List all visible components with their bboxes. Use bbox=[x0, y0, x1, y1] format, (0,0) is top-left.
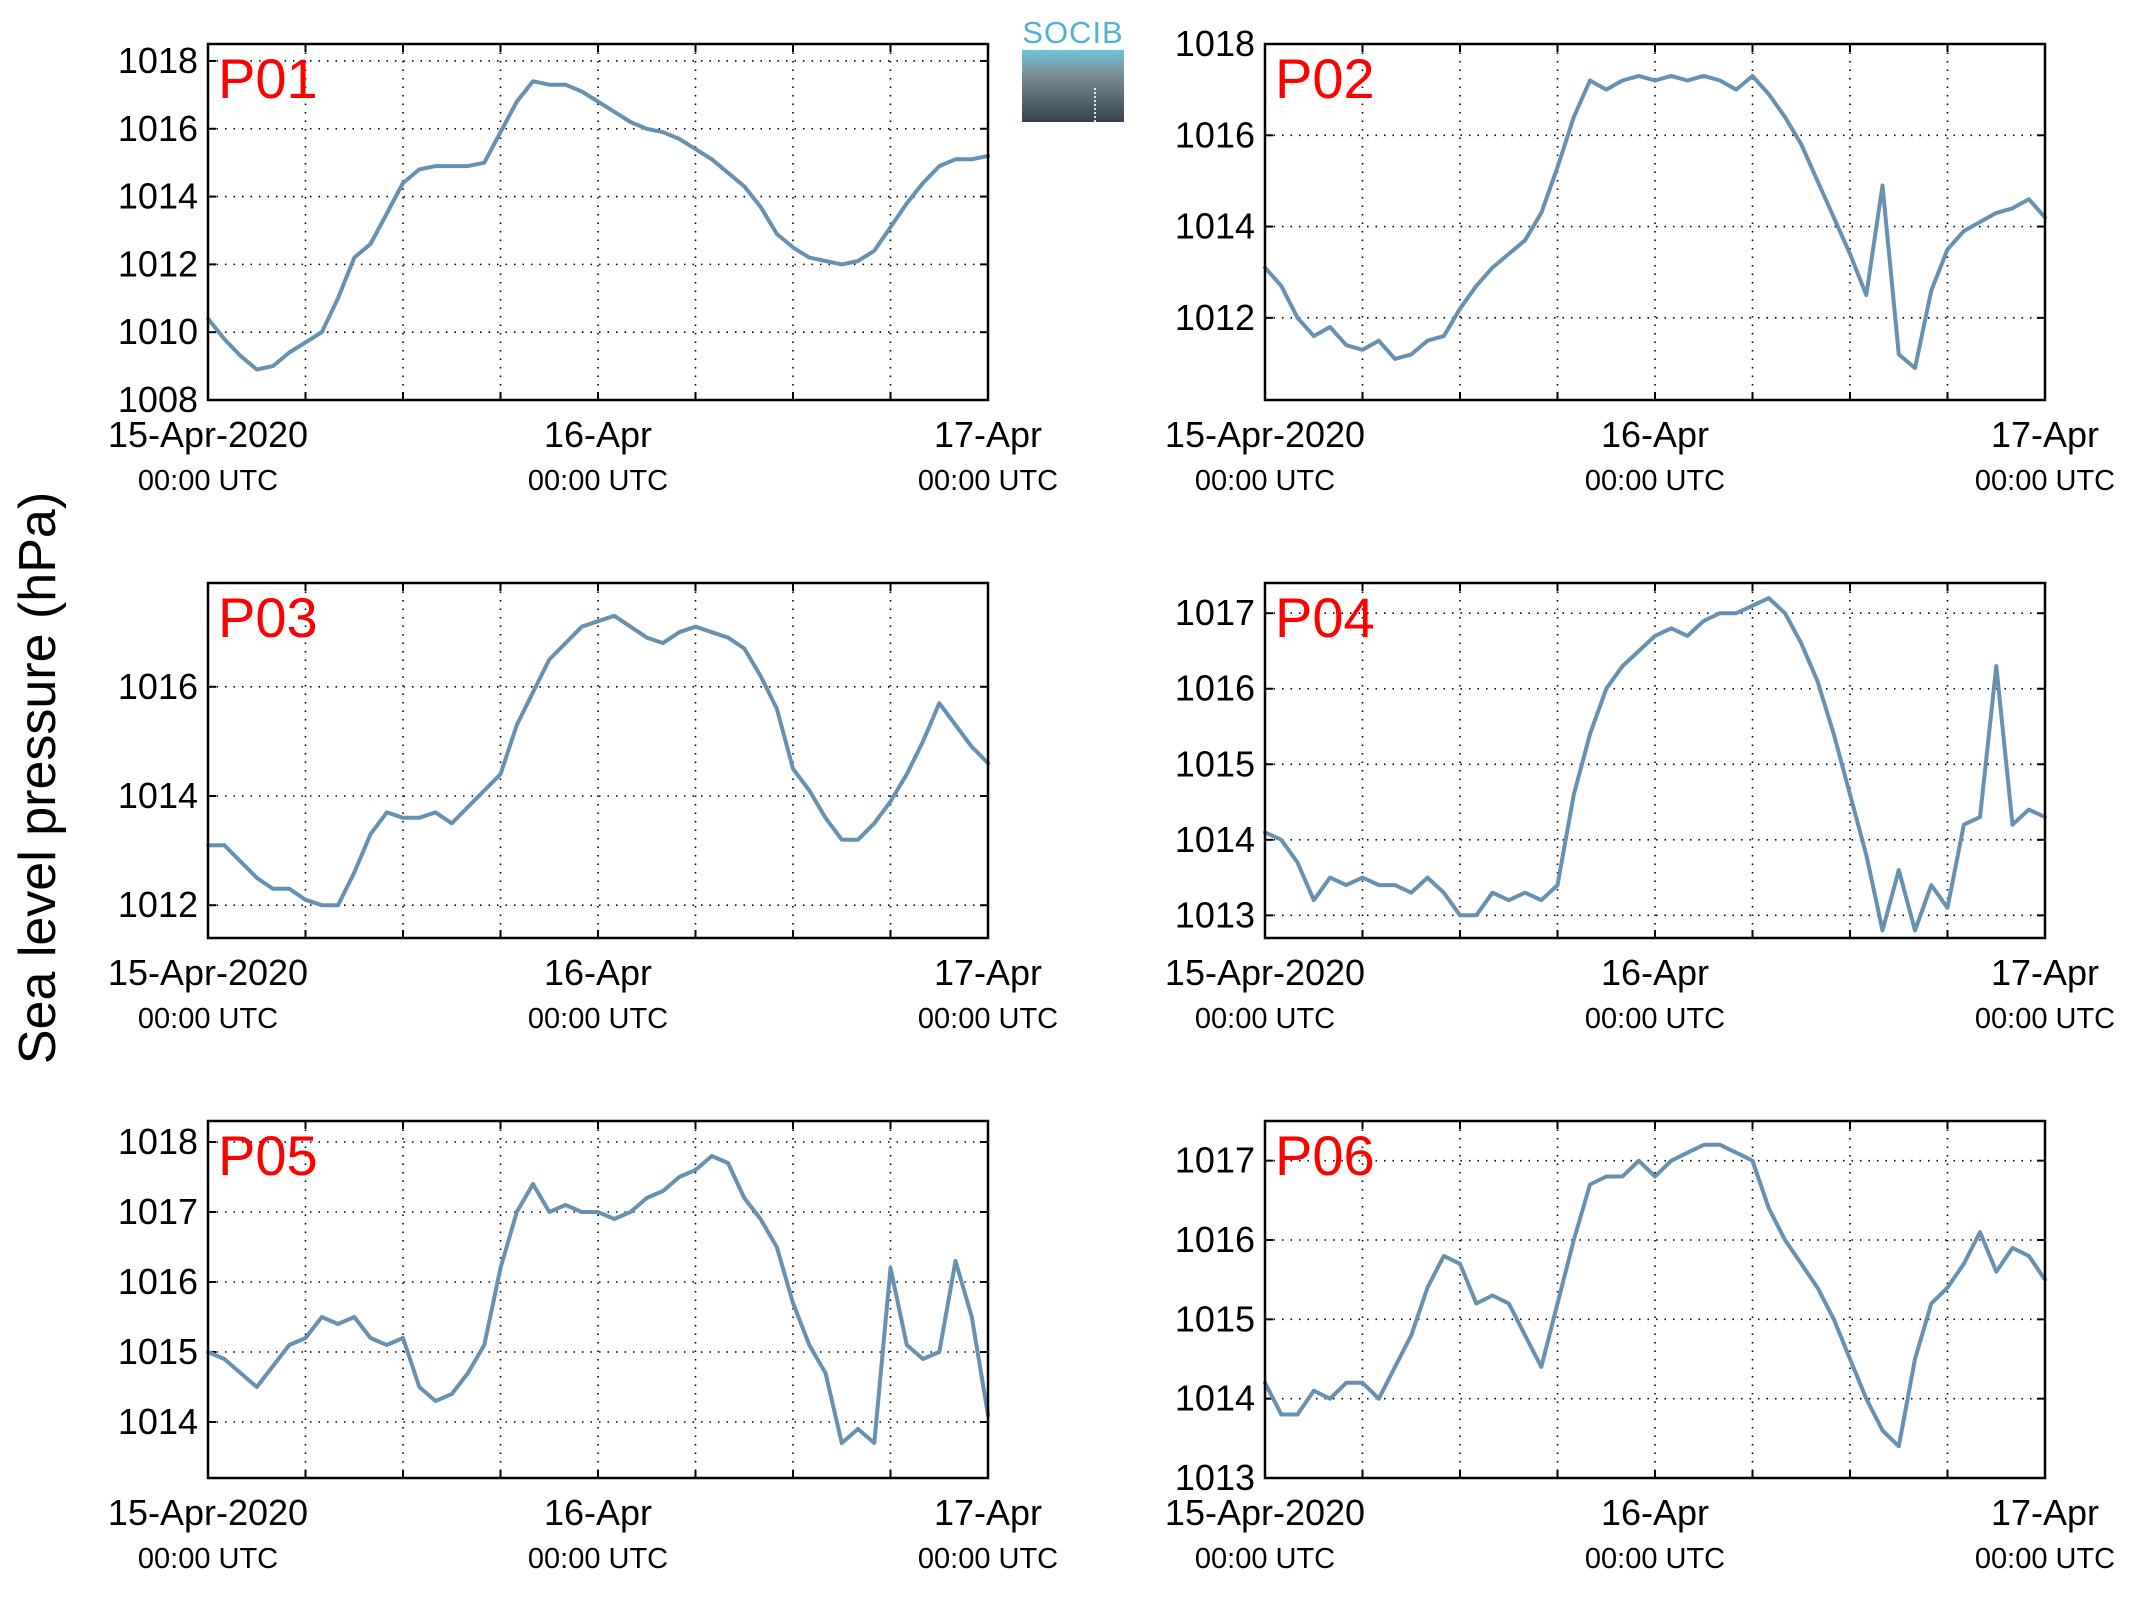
y-tick-label: 1016 bbox=[1175, 668, 1255, 709]
x-tick-label: 17-Apr bbox=[934, 1492, 1042, 1533]
chart-panel-3: 1012 1014 1016 15-Apr-2020 00:00 UTC 16-Apr 00… bbox=[108, 581, 1058, 1035]
y-tick-label: 1013 bbox=[1175, 894, 1255, 935]
y-tick-label: 1015 bbox=[118, 1331, 198, 1372]
x-tick-label: 16-Apr bbox=[1601, 414, 1709, 455]
x-tick-sublabel: 00:00 UTC bbox=[138, 1003, 278, 1035]
socib-logo-text: SOCIB bbox=[1022, 15, 1124, 50]
data-line bbox=[206, 79, 990, 372]
plot-frame bbox=[1263, 581, 2047, 940]
data-line bbox=[1263, 1142, 2047, 1449]
x-tick-label: 16-Apr bbox=[544, 414, 652, 455]
y-tick-label: 1018 bbox=[118, 40, 198, 81]
x-tick-label: 16-Apr bbox=[1601, 952, 1709, 993]
y-tick-label: 1012 bbox=[118, 243, 198, 284]
y-axis-label: Sea level pressure (hPa) bbox=[9, 492, 67, 1064]
data-line bbox=[1263, 596, 2047, 933]
y-tick-label: 1016 bbox=[1175, 1219, 1255, 1260]
x-tick-label: 17-Apr bbox=[1991, 952, 2099, 993]
y-tick-label: 1014 bbox=[1175, 1378, 1255, 1419]
x-tick-label: 16-Apr bbox=[544, 952, 652, 993]
y-tick-label: 1016 bbox=[1175, 114, 1255, 155]
x-tick-sublabel: 00:00 UTC bbox=[918, 1543, 1058, 1575]
x-tick-sublabel: 00:00 UTC bbox=[1975, 1543, 2115, 1575]
x-tick-sublabel: 00:00 UTC bbox=[1585, 465, 1725, 497]
panels: 1008 1010 1012 1014 1016 1018 15-Apr-2020 00:00… bbox=[108, 23, 2115, 1575]
panel-title: P02 bbox=[1275, 47, 1375, 110]
plot-frame bbox=[1263, 42, 2047, 402]
x-tick-sublabel: 00:00 UTC bbox=[528, 465, 668, 497]
y-tick-label: 1016 bbox=[118, 666, 198, 707]
x-tick-label: 15-Apr-2020 bbox=[108, 1492, 308, 1533]
panel-title: P05 bbox=[218, 1124, 318, 1187]
x-tick-sublabel: 00:00 UTC bbox=[528, 1003, 668, 1035]
y-tick-label: 1015 bbox=[1175, 743, 1255, 784]
y-tick-label: 1014 bbox=[118, 775, 198, 816]
x-tick-label: 15-Apr-2020 bbox=[1165, 952, 1365, 993]
panel-title: P03 bbox=[218, 586, 318, 649]
chart-panel-5: 1014 1015 1016 1017 1018 15-Apr-2020 00:00 UTC… bbox=[108, 1119, 1058, 1575]
x-tick-sublabel: 00:00 UTC bbox=[1195, 1003, 1335, 1035]
x-tick-sublabel: 00:00 UTC bbox=[138, 1543, 278, 1575]
y-tick-label: 1010 bbox=[118, 311, 198, 352]
x-tick-sublabel: 00:00 UTC bbox=[1975, 465, 2115, 497]
y-tick-label: 1016 bbox=[118, 1261, 198, 1302]
y-tick-label: 1014 bbox=[1175, 206, 1255, 247]
x-tick-label: 17-Apr bbox=[1991, 414, 2099, 455]
x-tick-label: 15-Apr-2020 bbox=[1165, 1492, 1365, 1533]
x-tick-label: 15-Apr-2020 bbox=[108, 414, 308, 455]
y-tick-label: 1015 bbox=[1175, 1298, 1255, 1339]
y-tick-label: 1018 bbox=[118, 1121, 198, 1162]
x-tick-sublabel: 00:00 UTC bbox=[918, 1003, 1058, 1035]
y-tick-label: 1014 bbox=[1175, 819, 1255, 860]
x-tick-sublabel: 00:00 UTC bbox=[1195, 1543, 1335, 1575]
chart-panel-2: 1012 1014 1016 1018 15-Apr-2020 00:00 UTC 16-A… bbox=[1165, 23, 2115, 497]
x-tick-sublabel: 00:00 UTC bbox=[918, 465, 1058, 497]
chart-panel-4: 1013 1014 1015 1016 1017 15-Apr-2020 00:00 UTC… bbox=[1165, 581, 2115, 1035]
y-tick-label: 1013 bbox=[1175, 1457, 1255, 1498]
y-tick-label: 1017 bbox=[1175, 592, 1255, 633]
plot-frame bbox=[206, 581, 990, 940]
x-tick-label: 17-Apr bbox=[934, 952, 1042, 993]
socib-logo-graphic bbox=[1022, 50, 1124, 122]
y-tick-label: 1018 bbox=[1175, 23, 1255, 64]
x-tick-sublabel: 00:00 UTC bbox=[1975, 1003, 2115, 1035]
data-line bbox=[206, 1154, 990, 1445]
plot-frame bbox=[1263, 1119, 2047, 1480]
data-line bbox=[206, 613, 990, 908]
x-tick-label: 16-Apr bbox=[544, 1492, 652, 1533]
y-tick-label: 1008 bbox=[118, 379, 198, 420]
y-tick-label: 1016 bbox=[118, 108, 198, 149]
y-tick-label: 1017 bbox=[1175, 1140, 1255, 1181]
plot-frame bbox=[206, 1119, 990, 1480]
x-tick-label: 16-Apr bbox=[1601, 1492, 1709, 1533]
x-tick-sublabel: 00:00 UTC bbox=[1195, 465, 1335, 497]
x-tick-label: 15-Apr-2020 bbox=[1165, 414, 1365, 455]
panel-title: P06 bbox=[1275, 1124, 1375, 1187]
x-tick-sublabel: 00:00 UTC bbox=[528, 1543, 668, 1575]
y-tick-label: 1014 bbox=[118, 176, 198, 217]
x-tick-sublabel: 00:00 UTC bbox=[138, 465, 278, 497]
chart-panel-6: 1013 1014 1015 1016 1017 15-Apr-2020 00:00 UTC… bbox=[1165, 1119, 2115, 1575]
panel-title: P01 bbox=[218, 47, 318, 110]
x-tick-sublabel: 00:00 UTC bbox=[1585, 1003, 1725, 1035]
plot-frame bbox=[206, 42, 990, 402]
x-tick-sublabel: 00:00 UTC bbox=[1585, 1543, 1725, 1575]
y-tick-label: 1017 bbox=[118, 1191, 198, 1232]
y-tick-label: 1012 bbox=[118, 884, 198, 925]
chart-panel-1: 1008 1010 1012 1014 1016 1018 15-Apr-2020 00:00… bbox=[108, 40, 1058, 497]
y-tick-label: 1012 bbox=[1175, 297, 1255, 338]
x-tick-label: 17-Apr bbox=[1991, 1492, 2099, 1533]
socib-logo: SOCIB bbox=[1022, 16, 1124, 122]
x-tick-label: 15-Apr-2020 bbox=[108, 952, 308, 993]
y-tick-label: 1014 bbox=[118, 1401, 198, 1442]
panel-title: P04 bbox=[1275, 586, 1375, 649]
data-line bbox=[1263, 73, 2047, 371]
x-tick-label: 17-Apr bbox=[934, 414, 1042, 455]
